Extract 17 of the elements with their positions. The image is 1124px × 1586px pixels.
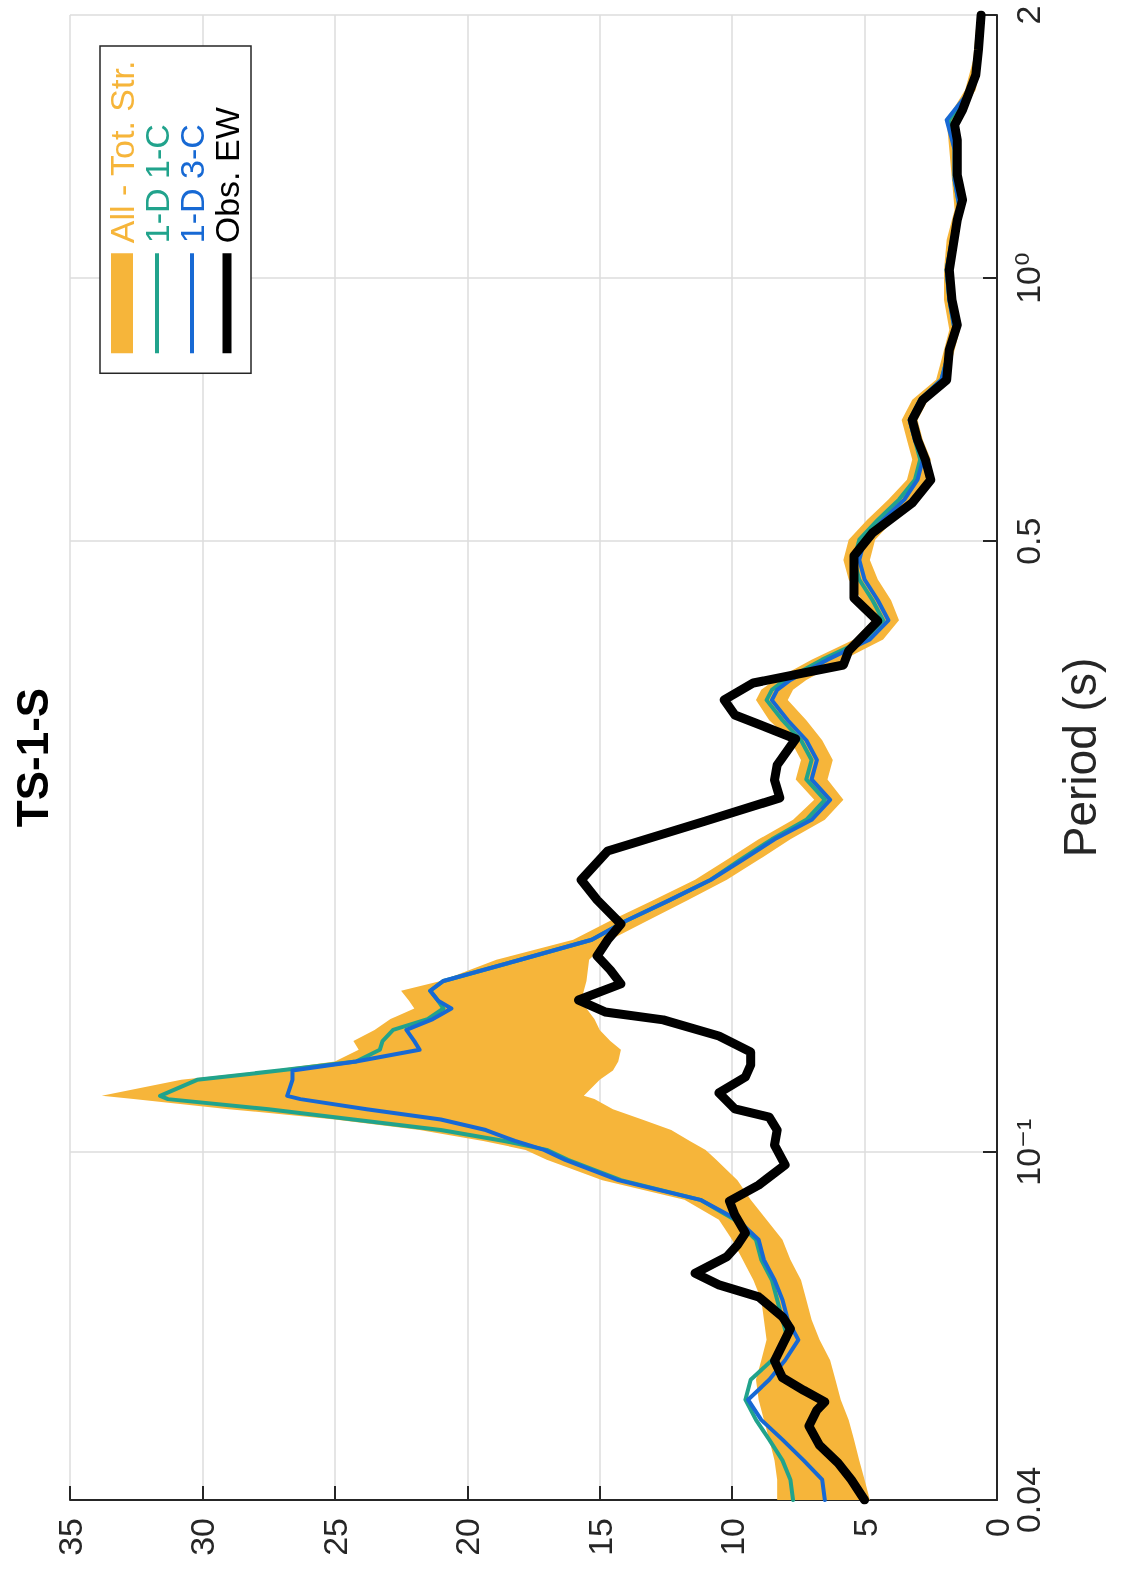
y-tick-label: 2 (1009, 5, 1047, 25)
x-tick-label: 15 (580, 1518, 619, 1556)
y-axis-title: Period (s) (1054, 657, 1106, 858)
x-tick-label: 5 (845, 1518, 884, 1537)
x-tick-label: 35 (51, 1518, 89, 1556)
legend-label: All - Tot. Str. (103, 60, 141, 244)
y-tick-label: 10⁻¹ (1009, 1118, 1047, 1186)
y-tick-label: 10⁰ (1009, 252, 1047, 304)
x-tick-label: 25 (315, 1518, 354, 1556)
text: TS-1-S (7, 687, 57, 828)
text: 1-D 1-C (138, 124, 176, 244)
text: Obs. EW (208, 107, 246, 244)
y-tick-label: 0.5 (1009, 517, 1047, 565)
x-tick-label: 20 (448, 1518, 487, 1556)
text: 1-D 3-C (173, 124, 211, 244)
x-tick-label: 30 (183, 1518, 222, 1556)
x-tick-label: 10 (713, 1518, 752, 1556)
